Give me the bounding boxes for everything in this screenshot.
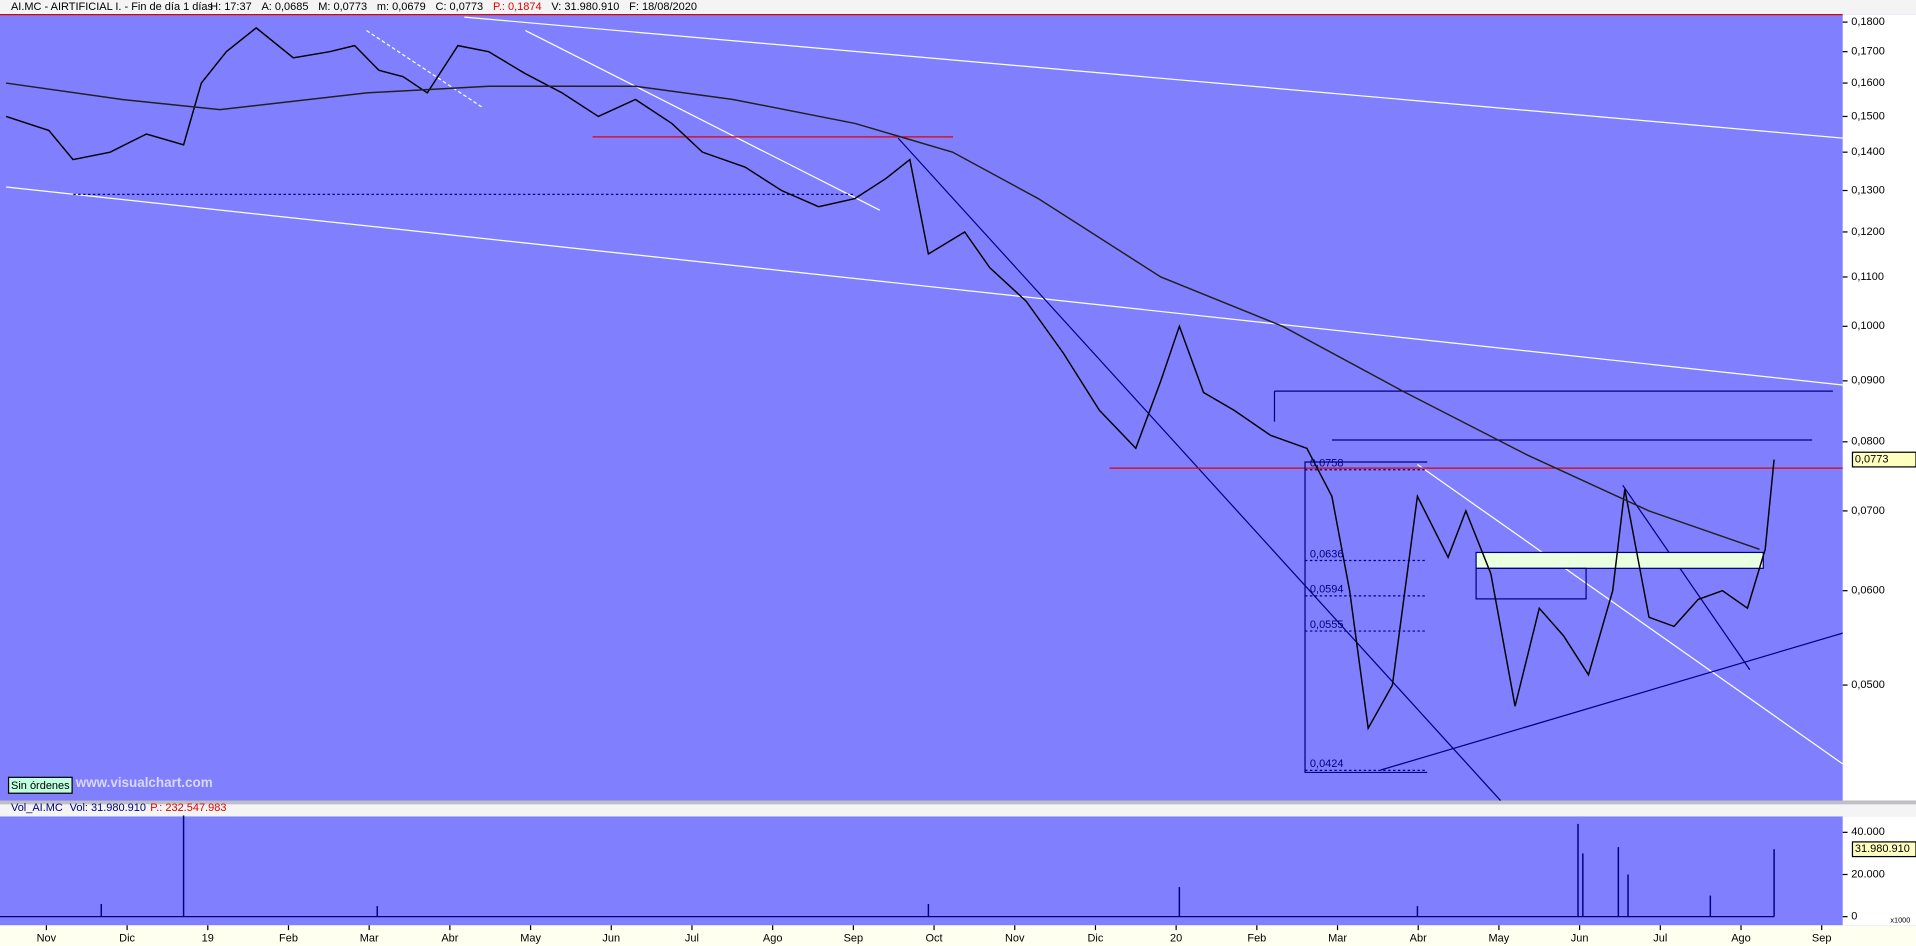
header-stat: A: 0,0685	[261, 1, 308, 13]
y-tick-label: 0,1300	[1851, 184, 1885, 196]
x-tick-label: Nov	[37, 933, 57, 945]
x-tick-label: Jun	[1571, 933, 1589, 945]
header-stat: H: 17:37	[210, 1, 252, 13]
x-tick-label: Mar	[360, 933, 379, 945]
x-tick-label: Ago	[1731, 933, 1751, 945]
header-stat: F: 18/08/2020	[629, 1, 697, 13]
y-tick-label: 0,1800	[1851, 16, 1885, 28]
x-tick-label: Oct	[926, 933, 943, 945]
x-tick-label: Abr	[1410, 933, 1427, 945]
x-tick-label: 20	[1170, 933, 1182, 945]
x-tick-label: Sep	[844, 933, 864, 945]
y-tick-label: 0,1400	[1851, 146, 1885, 158]
x-tick-label: 19	[202, 933, 214, 945]
x-tick-label: Feb	[279, 933, 298, 945]
status-box[interactable]	[7, 776, 73, 794]
last-value-box	[1851, 451, 1916, 468]
volume-bar	[376, 906, 378, 917]
header-stat: m: 0,0679	[377, 1, 426, 13]
volume-bar	[1577, 823, 1579, 917]
fib-label: 0,0555	[1310, 619, 1344, 631]
header-bar	[0, 0, 1916, 15]
x-tick-label: Jun	[602, 933, 620, 945]
fib-label: 0,0594	[1310, 584, 1344, 596]
x-tick-label: Abr	[441, 933, 458, 945]
volume-bar	[1709, 895, 1712, 917]
status-text[interactable]: Sin órdenes	[11, 780, 70, 792]
x-tick-label: Feb	[1247, 933, 1266, 945]
splitter	[0, 800, 1916, 805]
x-tick-label: May	[1489, 933, 1510, 945]
x-tick-label: Sep	[1812, 933, 1832, 945]
x-tick-label: Dic	[1088, 933, 1104, 945]
volume-bar	[1773, 849, 1775, 917]
volume-axis-bg	[1842, 816, 1916, 926]
last-value-box	[1851, 841, 1916, 858]
price-axis-bg	[1842, 14, 1916, 801]
y-tick-label: 0,1000	[1851, 320, 1885, 332]
x-tick-label: Ago	[763, 933, 783, 945]
volume-title: Vol_AI.MC	[11, 802, 63, 814]
volume-bar	[100, 904, 103, 917]
drawings	[0, 14, 1844, 801]
fib-label: 0,0758	[1310, 458, 1344, 470]
y-tick-label: 0,1700	[1851, 46, 1885, 58]
x-tick-label: Nov	[1005, 933, 1025, 945]
y-tick-label: 0,1200	[1851, 226, 1885, 238]
y-tick-label: 0,0800	[1851, 436, 1885, 448]
time-axis-bg	[0, 925, 1916, 946]
volume-note: P.: 232.547.983	[150, 802, 226, 814]
volume-bar	[1416, 906, 1419, 917]
chart-title: AI.MC - AIRTIFICIAL I. - Fin de día 1 dí…	[11, 1, 214, 13]
x-tick-label: May	[520, 933, 541, 945]
y-tick-label: 0,1500	[1851, 110, 1885, 122]
volume-bar	[1617, 847, 1620, 917]
price-line	[5, 26, 1775, 731]
y-tick-label: 40.000	[1851, 826, 1885, 838]
volume-bar	[1627, 874, 1629, 917]
y-tick-label: 0,1100	[1851, 271, 1884, 283]
y-tick-label: 0,1600	[1851, 77, 1885, 89]
header-stat: P.: 0,1874	[493, 1, 542, 13]
x-tick-label: Dic	[119, 933, 135, 945]
header-stat: M: 0,0773	[318, 1, 367, 13]
y-tick-label: 0,0900	[1851, 375, 1885, 387]
x-tick-label: Mar	[1328, 933, 1347, 945]
volume-unit: x1000	[1890, 915, 1910, 924]
volume-bar	[1178, 887, 1181, 917]
x-tick-label: Jul	[1653, 933, 1667, 945]
y-tick-label: 0	[1851, 911, 1857, 923]
fib-label: 0,0424	[1310, 758, 1344, 770]
x-tick-label: Jul	[685, 933, 699, 945]
last-value-label: 31.980.910	[1855, 843, 1910, 855]
header-stat: V: 31.980.910	[551, 1, 619, 13]
fib-label: 0,0636	[1310, 548, 1344, 560]
y-tick-label: 20.000	[1851, 868, 1885, 880]
header-stat: C: 0,0773	[436, 1, 484, 13]
y-tick-label: 0,0500	[1851, 679, 1885, 691]
volume-subtitle: Vol: 31.980.910	[70, 802, 146, 814]
y-tick-label: 0,0700	[1851, 505, 1885, 517]
watermark: www.visualchart.com	[75, 775, 213, 790]
volume-bar	[1582, 853, 1584, 917]
price-line	[5, 82, 1760, 550]
y-tick-label: 0,0600	[1851, 585, 1885, 597]
volume-header-bar	[0, 804, 1916, 817]
volume-bar	[182, 815, 185, 917]
last-value-label: 0,0773	[1855, 453, 1889, 465]
volume-bar	[927, 904, 930, 917]
